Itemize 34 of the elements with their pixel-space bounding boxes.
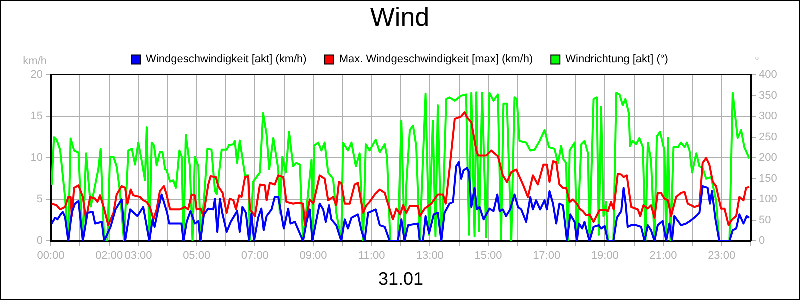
x-tick-label: 11:00 [358, 250, 386, 262]
y-tick-label: 0 [36, 235, 43, 248]
y2-tick-label: 300 [759, 110, 778, 123]
y2-tick-label: 150 [759, 172, 778, 185]
x-tick-label: 00:00 [37, 250, 65, 262]
y2-tick-label: 50 [759, 214, 772, 226]
y-axis-title: km/h [23, 56, 47, 68]
legend-label: Max. Windgeschwindigkeit [max] (km/h) [339, 54, 534, 66]
x-tick-label: 13:00 [416, 250, 444, 262]
x-tick-label: 21:00 [650, 250, 678, 262]
legend-label: Windgeschwindigkeit [akt] (km/h) [146, 54, 307, 66]
chart-title: Wind [370, 2, 430, 32]
y-tick-label: 20 [30, 69, 43, 82]
y-tick-label: 10 [30, 152, 43, 164]
y2-tick-label: 100 [759, 194, 778, 206]
y2-tick-label: 0 [759, 235, 766, 248]
x-axis-title: 31.01 [378, 269, 424, 290]
y-tick-label: 15 [30, 110, 43, 123]
y2-axis-title: ° [755, 56, 760, 68]
x-tick-label: 19:00 [591, 250, 619, 262]
x-tick-label: 07:00 [241, 250, 269, 262]
x-tick-label: 05:00 [183, 250, 211, 262]
legend-label: Windrichtung [akt] (°) [566, 54, 668, 66]
x-tick-label: 17:00 [533, 250, 561, 262]
x-tick-label: 03:00 [124, 250, 152, 262]
y2-tick-label: 350 [759, 90, 778, 102]
y2-tick-label: 200 [759, 152, 778, 164]
x-tick-label: 09:00 [300, 250, 328, 262]
x-tick-label: 23:00 [708, 250, 736, 262]
x-tick-label: 15:00 [474, 250, 502, 262]
y-tick-label: 5 [36, 194, 43, 206]
y2-tick-label: 400 [759, 69, 778, 82]
x-tick-label: 02:00 [96, 250, 124, 262]
y2-tick-label: 250 [759, 131, 778, 144]
